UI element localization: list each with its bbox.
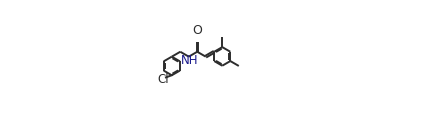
Text: O: O	[193, 24, 203, 37]
Text: NH: NH	[181, 54, 198, 67]
Text: Cl: Cl	[157, 73, 169, 86]
